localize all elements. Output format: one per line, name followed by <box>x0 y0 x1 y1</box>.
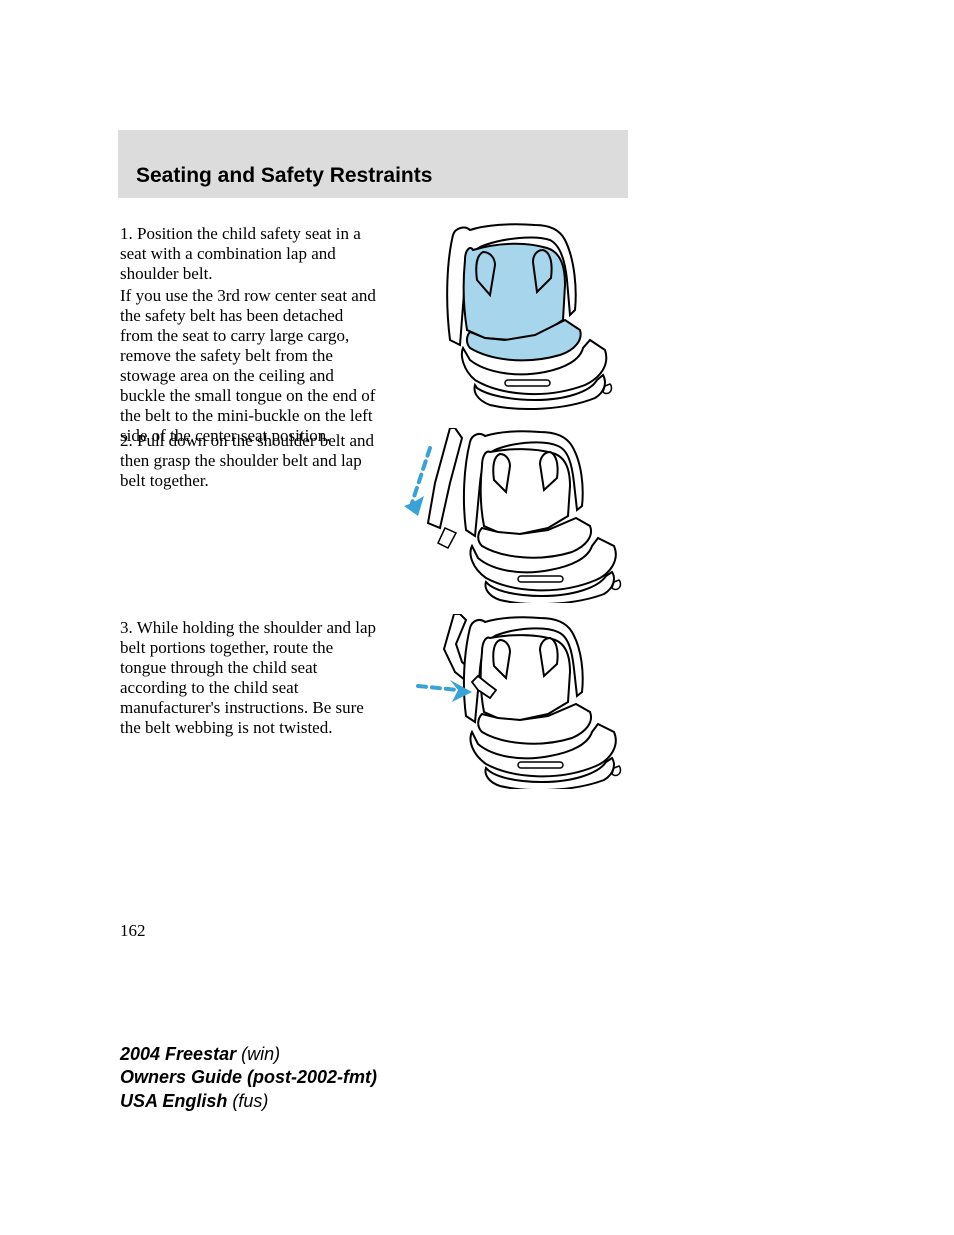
illustration-step-3 <box>400 614 630 789</box>
footer-model-code: (win) <box>241 1044 280 1064</box>
document-page: Seating and Safety Restraints 1. Positio… <box>0 0 954 1235</box>
footer-lang-code: (fus) <box>232 1091 268 1111</box>
footer-line-1: 2004 Freestar (win) <box>120 1043 377 1066</box>
paragraph-step-3: 3. While holding the shoulder and lap be… <box>120 618 380 738</box>
footer-line-3: USA English (fus) <box>120 1090 377 1113</box>
illustration-step-2 <box>400 428 630 603</box>
footer-line-2: Owners Guide (post-2002-fmt) <box>120 1066 377 1089</box>
paragraph-step-2: 2. Pull down on the shoulder belt and th… <box>120 431 380 491</box>
section-header-title: Seating and Safety Restraints <box>136 164 432 188</box>
paragraph-note: If you use the 3rd row center seat and t… <box>120 286 380 446</box>
footer-lang: USA English <box>120 1091 232 1111</box>
paragraph-step-1: 1. Position the child safety seat in a s… <box>120 224 380 284</box>
footer-model: 2004 Freestar <box>120 1044 241 1064</box>
footer-block: 2004 Freestar (win) Owners Guide (post-2… <box>120 1043 377 1113</box>
page-number: 162 <box>120 921 146 941</box>
section-header-bar: Seating and Safety Restraints <box>118 130 628 198</box>
illustration-step-1 <box>415 220 630 415</box>
